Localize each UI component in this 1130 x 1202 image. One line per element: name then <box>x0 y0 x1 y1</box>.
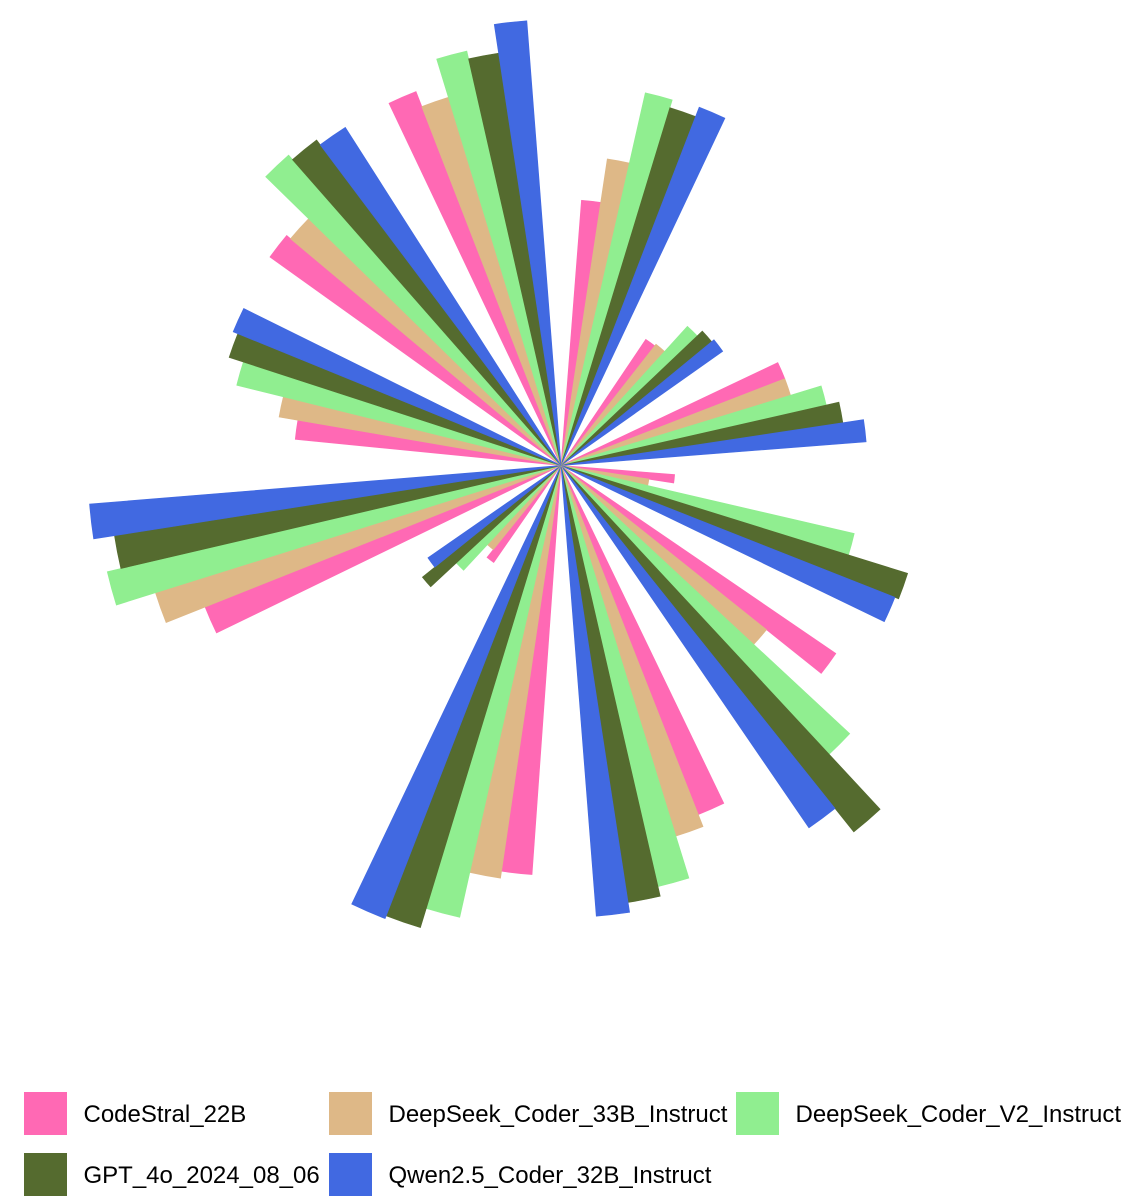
svg-text:DeepSeek_Coder_V2_Instruct: DeepSeek_Coder_V2_Instruct <box>796 1101 1122 1128</box>
svg-text:CodeStral_22B: CodeStral_22B <box>84 1101 247 1128</box>
svg-text:DeepSeek_Coder_33B_Instruct: DeepSeek_Coder_33B_Instruct <box>389 1101 728 1128</box>
svg-text:Qwen2.5_Coder_32B_Instruct: Qwen2.5_Coder_32B_Instruct <box>389 1162 712 1189</box>
svg-text:GPT_4o_2024_08_06: GPT_4o_2024_08_06 <box>84 1162 320 1189</box>
